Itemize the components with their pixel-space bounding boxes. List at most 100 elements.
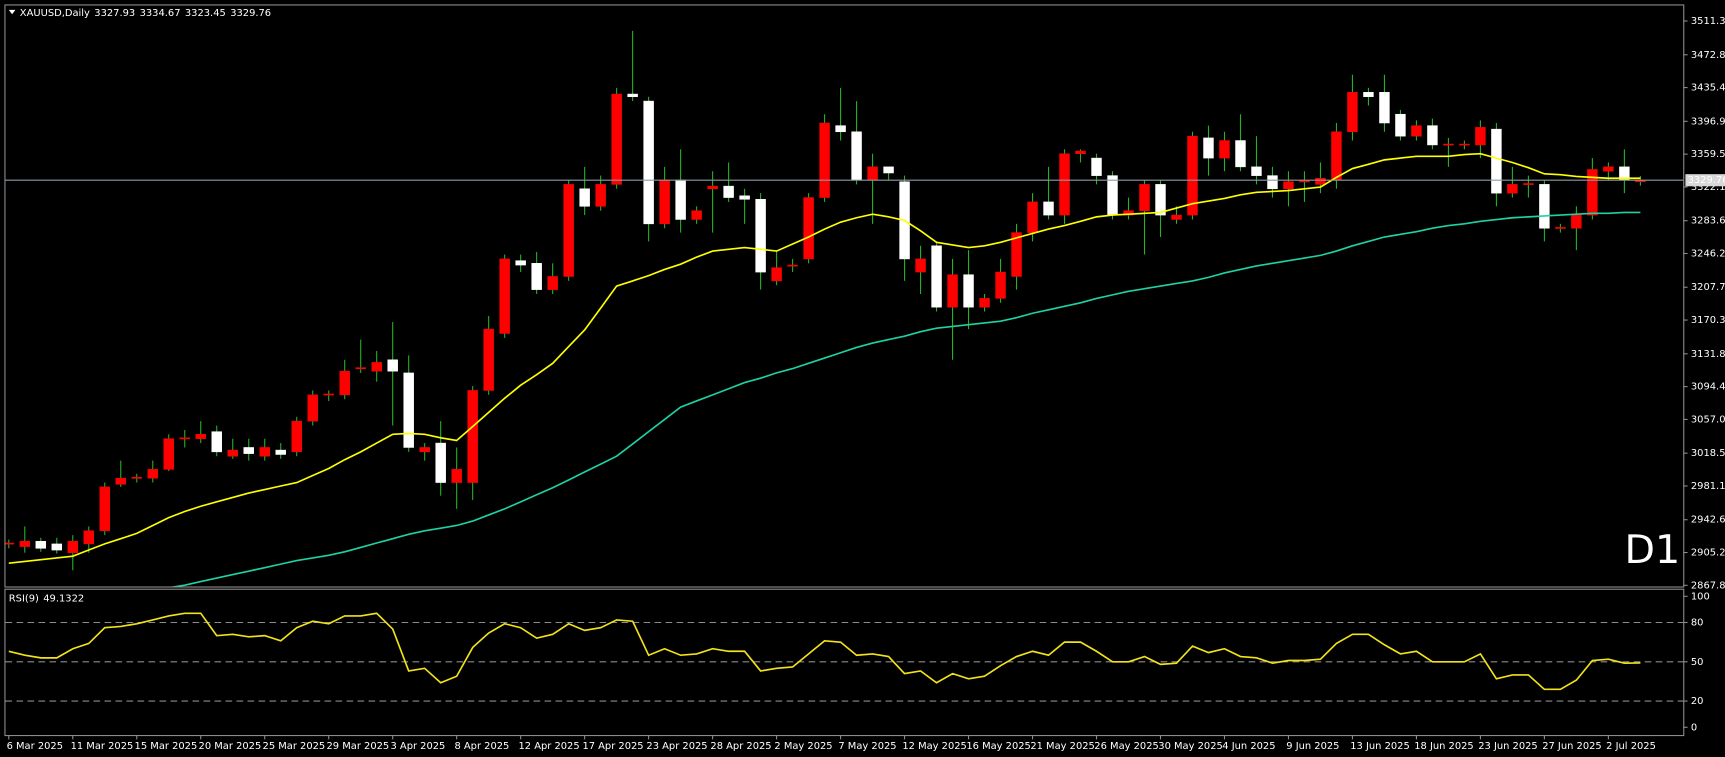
timeframe-label: D1: [1625, 527, 1681, 573]
y-tick-label: 80: [1691, 617, 1704, 628]
y-tick-label: 3359.50: [1691, 149, 1725, 160]
candle-body: [51, 543, 63, 551]
y-tick-label: 2942.60: [1691, 515, 1725, 526]
low-value: 3323.45: [185, 8, 226, 19]
chart-title: XAUUSD,Daily 3327.93 3334.67 3323.45 3329.76: [20, 8, 271, 19]
y-tick-label: 3018.50: [1691, 448, 1725, 459]
candle-body: [1283, 181, 1294, 190]
candle-body: [5, 542, 15, 545]
candle-body: [883, 166, 894, 174]
candle-body: [1523, 183, 1534, 185]
candle-body: [819, 122, 830, 198]
y-tick-label: 3396.90: [1691, 116, 1725, 127]
x-tick-label: 20 Mar 2025: [199, 741, 262, 752]
y-tick-label: 3246.20: [1691, 248, 1725, 259]
candle-body: [467, 390, 478, 483]
dropdown-triangle: [8, 9, 16, 15]
candle-body: [803, 197, 814, 260]
candle-body: [643, 100, 654, 225]
candles: [5, 30, 1646, 587]
candle-body: [851, 131, 862, 181]
x-tick-label: 21 May 2025: [1030, 741, 1094, 752]
x-tick-label: 4 Jun 2025: [1222, 741, 1275, 752]
x-tick-label: 27 Jun 2025: [1542, 741, 1601, 752]
candle-body: [131, 477, 142, 479]
candle-body: [1555, 227, 1566, 229]
y-tick-label: 3170.30: [1691, 315, 1725, 326]
x-tick-label: 30 May 2025: [1158, 741, 1222, 752]
candle-body: [435, 442, 446, 483]
x-tick-label: 11 Mar 2025: [71, 741, 134, 752]
y-tick-label: 100: [1691, 591, 1710, 602]
x-tick-label: 15 Mar 2025: [135, 741, 198, 752]
y-tick-label: 3472.80: [1691, 50, 1725, 61]
candle-body: [611, 93, 622, 185]
x-tick-label: 17 Apr 2025: [582, 741, 643, 752]
y-tick-label: 3131.80: [1691, 349, 1725, 360]
candle-body: [115, 477, 126, 485]
candle-body: [915, 258, 926, 273]
close-value: 3329.76: [230, 8, 271, 19]
x-tick-label: 23 Apr 2025: [646, 741, 707, 752]
candle-body: [1507, 184, 1518, 194]
y-tick-label: 2905.20: [1691, 548, 1725, 559]
candle-body: [547, 276, 558, 290]
rsi-name: RSI(9): [9, 594, 39, 605]
high-value: 3334.67: [140, 8, 181, 19]
last-price-box: [1685, 174, 1725, 187]
x-tick-label: 12 May 2025: [902, 741, 966, 752]
x-tick-label: 26 May 2025: [1094, 741, 1158, 752]
main-panel-frame: [4, 4, 1685, 588]
candle-body: [355, 367, 366, 370]
candle-body: [1187, 135, 1198, 216]
rsi-panel-frame: [4, 588, 1685, 737]
candle-body: [867, 166, 878, 181]
candle-body: [1043, 201, 1054, 216]
candle-body: [963, 274, 974, 308]
candle-body: [83, 530, 95, 545]
candle-body: [1571, 214, 1582, 229]
candle-body: [739, 195, 750, 200]
open-value: 3327.93: [94, 8, 135, 19]
candle-body: [403, 372, 414, 448]
x-tick-label: 7 May 2025: [838, 741, 896, 752]
last-price-label: 3329.76: [1688, 175, 1725, 186]
candle-body: [707, 185, 718, 190]
candle-body: [291, 420, 302, 453]
x-tick-label: 16 May 2025: [966, 741, 1030, 752]
y-tick-label: 3322.10: [1691, 182, 1725, 193]
candle-body: [595, 184, 606, 207]
y-tick-label: 3435.40: [1691, 83, 1725, 94]
y-tick-label: 2981.10: [1691, 481, 1725, 492]
x-tick-label: 18 Jun 2025: [1414, 741, 1473, 752]
candle-body: [1395, 113, 1406, 137]
candle-body: [1203, 137, 1214, 159]
candle-body: [691, 210, 702, 220]
y-tick-label: 3094.40: [1691, 382, 1725, 393]
candle-body: [675, 179, 686, 220]
x-tick-label: 8 Apr 2025: [454, 741, 509, 752]
candle-body: [1363, 92, 1374, 97]
candle-body: [1075, 150, 1086, 154]
candle-body: [1267, 175, 1278, 190]
candle-body: [1155, 184, 1166, 216]
x-tick-label: 6 Mar 2025: [7, 741, 63, 752]
candle-body: [755, 199, 766, 273]
candle-body: [451, 469, 462, 483]
candle-body: [179, 437, 190, 440]
y-tick-label: 3207.70: [1691, 282, 1725, 293]
candle-body: [163, 438, 174, 470]
candle-body: [1539, 184, 1550, 229]
candle-body: [259, 447, 270, 457]
candle-body: [771, 267, 782, 282]
candle-body: [307, 394, 318, 422]
candle-body: [195, 434, 206, 439]
candle-body: [483, 328, 494, 391]
x-tick-label: 2 May 2025: [774, 741, 832, 752]
candle-body: [627, 93, 638, 97]
candle-body: [1587, 169, 1598, 216]
candle-body: [1475, 127, 1486, 146]
candle-body: [275, 449, 286, 455]
